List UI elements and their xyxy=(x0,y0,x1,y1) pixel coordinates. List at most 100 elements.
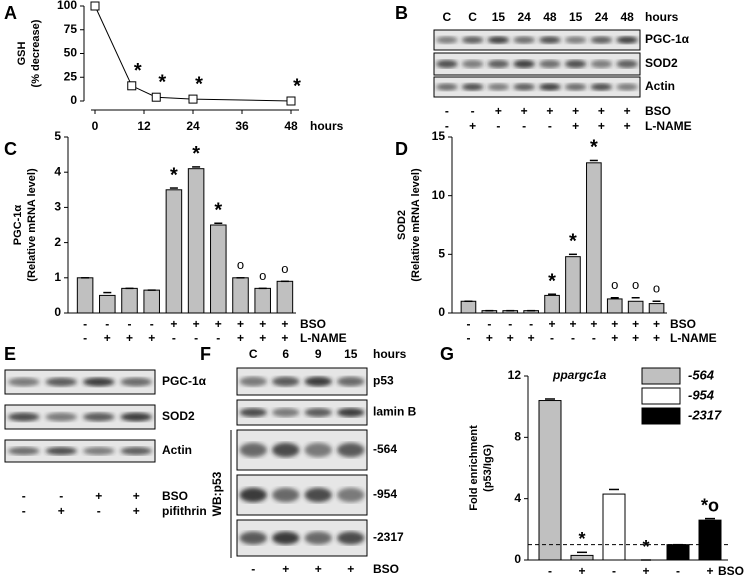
treatment-sign: + xyxy=(546,104,553,118)
lane-label: 6 xyxy=(282,347,289,361)
blot-band xyxy=(590,36,613,44)
treatment-label: L-NAME xyxy=(670,331,717,345)
blot-band xyxy=(436,60,458,68)
y-tick-label: 25 xyxy=(64,69,78,83)
blot-frame xyxy=(433,76,641,98)
blot-label: -564 xyxy=(373,442,397,456)
point xyxy=(90,1,100,11)
treatment-sign: - xyxy=(83,317,87,331)
treatment-sign: - xyxy=(550,331,554,345)
treatment-sign: + xyxy=(133,504,140,518)
significance: *o xyxy=(701,495,719,515)
blot-band xyxy=(272,408,300,417)
treatment-sign: + xyxy=(170,317,177,331)
treatment-sign: - xyxy=(496,119,500,133)
panel-label: F xyxy=(200,344,211,364)
treatment-sign: + xyxy=(259,331,266,345)
treatment-sign: + xyxy=(706,564,713,578)
blot-band xyxy=(590,83,613,91)
point xyxy=(127,81,137,91)
significance: * xyxy=(569,231,577,253)
treatment-sign: + xyxy=(632,317,639,331)
treatment-sign: - xyxy=(466,331,470,345)
blot-band xyxy=(337,408,365,417)
lane-label: 15 xyxy=(344,347,358,361)
treatment-sign: + xyxy=(237,331,244,345)
lane-label: 15 xyxy=(569,10,583,24)
lane-label: 24 xyxy=(517,10,531,24)
lane-label: C xyxy=(443,10,452,24)
significance: * xyxy=(578,529,585,549)
blot-label: -954 xyxy=(373,487,397,501)
panel-label: C xyxy=(4,139,17,159)
lane-label: 9 xyxy=(315,347,322,361)
y-tick-label: 50 xyxy=(64,46,78,60)
treatment-sign: - xyxy=(22,504,26,518)
lane-label: 48 xyxy=(543,10,557,24)
significance: * xyxy=(293,75,301,97)
treatment-sign: - xyxy=(548,119,552,133)
blot-label: SOD2 xyxy=(162,409,195,423)
treatment-sign: + xyxy=(215,317,222,331)
bar xyxy=(666,544,690,561)
blot-label: SOD2 xyxy=(645,56,678,70)
panel-label: E xyxy=(4,344,16,364)
treatment-sign: + xyxy=(507,331,514,345)
treatment-sign: + xyxy=(347,562,354,576)
treatment-sign: + xyxy=(259,317,266,331)
blot-label: lamin B xyxy=(373,405,417,419)
treatment-sign: - xyxy=(194,331,198,345)
blot-band xyxy=(616,60,638,68)
treatment-sign: - xyxy=(592,331,596,345)
panel-label: G xyxy=(440,344,454,364)
treatment-sign: + xyxy=(653,317,660,331)
treatment-sign: + xyxy=(281,317,288,331)
x-tick-label: 12 xyxy=(137,119,151,133)
legend-label: -564 xyxy=(688,367,715,382)
point xyxy=(188,94,198,104)
panel-label: B xyxy=(395,3,408,23)
legend-swatch xyxy=(641,387,681,405)
treatment-label: BSO xyxy=(670,317,696,331)
treatment-sign: - xyxy=(529,317,533,331)
treatment-sign: + xyxy=(569,317,576,331)
blot-band xyxy=(239,442,267,458)
bar xyxy=(570,554,594,561)
significance: o xyxy=(259,268,266,283)
significance: * xyxy=(192,143,200,165)
point xyxy=(151,92,161,102)
bar xyxy=(602,493,626,561)
treatment-sign: + xyxy=(95,489,102,503)
blot-band xyxy=(513,36,535,44)
blot-band xyxy=(436,83,458,91)
blot-band xyxy=(539,36,561,44)
y-axis-label: GSH xyxy=(16,42,28,66)
bar xyxy=(276,280,294,314)
bar xyxy=(210,224,227,314)
blot-label: Actin xyxy=(162,443,192,457)
lane-label: C xyxy=(249,347,258,361)
blot-band xyxy=(272,487,300,503)
y-tick-label: 2 xyxy=(54,235,61,249)
blot-band xyxy=(539,60,561,68)
subtitle: ppargc1a xyxy=(552,368,607,382)
blot-band xyxy=(83,412,115,422)
treatment-sign: - xyxy=(83,331,87,345)
significance: * xyxy=(134,60,142,82)
treatment-sign: + xyxy=(653,331,660,345)
treatment-sign: + xyxy=(133,489,140,503)
blot-band xyxy=(8,377,40,387)
significance: * xyxy=(548,271,556,293)
blot-band xyxy=(337,487,365,503)
blot-band xyxy=(513,83,535,91)
treatment-sign: + xyxy=(549,317,556,331)
panel-label: D xyxy=(395,139,408,159)
treatment-label: L-NAME xyxy=(300,331,347,345)
blot-band xyxy=(564,60,587,68)
treatment-sign: - xyxy=(466,317,470,331)
legend-swatch xyxy=(641,407,681,425)
blot-band xyxy=(83,377,115,387)
treatment-sign: + xyxy=(572,119,579,133)
bar xyxy=(544,294,560,314)
blot-band xyxy=(120,377,152,387)
